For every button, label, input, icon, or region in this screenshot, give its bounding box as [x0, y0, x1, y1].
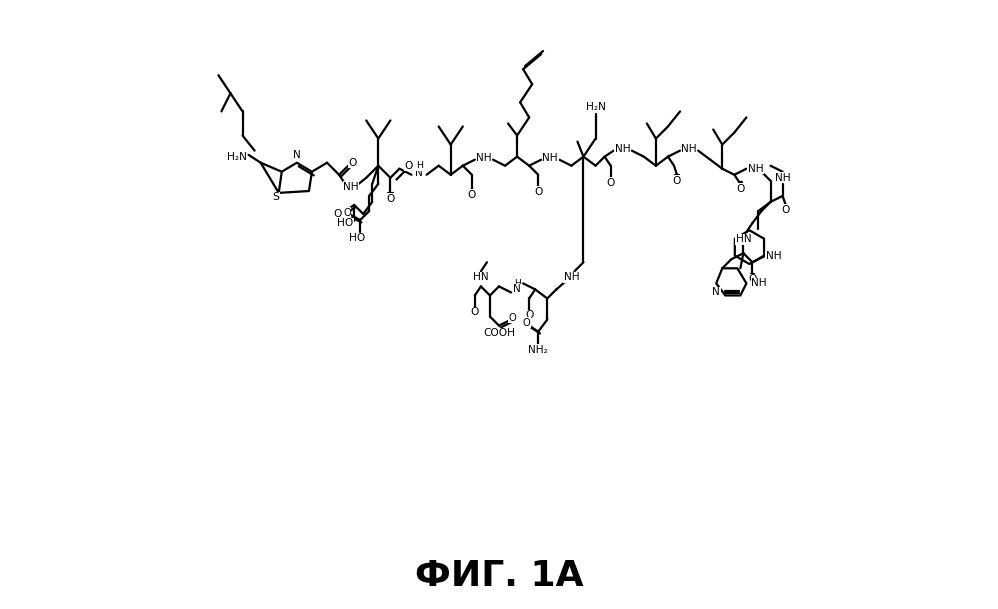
Text: O: O	[404, 161, 412, 171]
Text: NH₂: NH₂	[528, 345, 548, 355]
Text: NH: NH	[748, 164, 763, 174]
Text: O: O	[737, 184, 745, 194]
Text: H₂N: H₂N	[227, 152, 247, 161]
Text: O: O	[333, 209, 342, 219]
Text: H₂N: H₂N	[586, 102, 606, 111]
Text: NH: NH	[774, 173, 790, 183]
Text: HO: HO	[337, 218, 353, 228]
Text: O: O	[348, 158, 357, 167]
Text: S: S	[272, 192, 279, 202]
Text: O: O	[673, 176, 682, 186]
Text: O: O	[468, 189, 476, 200]
Text: H: H	[514, 279, 521, 288]
Text: O: O	[471, 308, 479, 317]
Text: O: O	[525, 311, 533, 320]
Text: HN: HN	[473, 272, 489, 283]
Text: O: O	[607, 178, 615, 188]
Text: O: O	[522, 318, 530, 328]
Text: NH: NH	[543, 153, 558, 163]
Text: N: N	[713, 287, 721, 297]
Text: NH: NH	[564, 272, 579, 283]
Text: HN: HN	[736, 234, 751, 244]
Text: NH: NH	[476, 153, 492, 163]
Text: O: O	[343, 208, 351, 218]
Text: ФИГ. 1А: ФИГ. 1А	[415, 559, 583, 593]
Text: O: O	[534, 186, 542, 197]
Text: O: O	[781, 205, 789, 215]
Text: O: O	[508, 313, 516, 323]
Text: NH: NH	[615, 144, 631, 154]
Text: COOH: COOH	[483, 328, 515, 339]
Text: NH: NH	[751, 278, 766, 289]
Text: O: O	[748, 274, 756, 284]
Text: H: H	[416, 161, 423, 170]
Text: N: N	[293, 150, 300, 160]
Text: NH: NH	[682, 144, 697, 154]
Text: N: N	[513, 284, 521, 294]
Text: N: N	[415, 168, 423, 178]
Text: O: O	[386, 194, 394, 204]
Text: NH: NH	[765, 252, 781, 261]
Text: NH: NH	[343, 182, 359, 192]
Text: HO: HO	[349, 233, 365, 243]
